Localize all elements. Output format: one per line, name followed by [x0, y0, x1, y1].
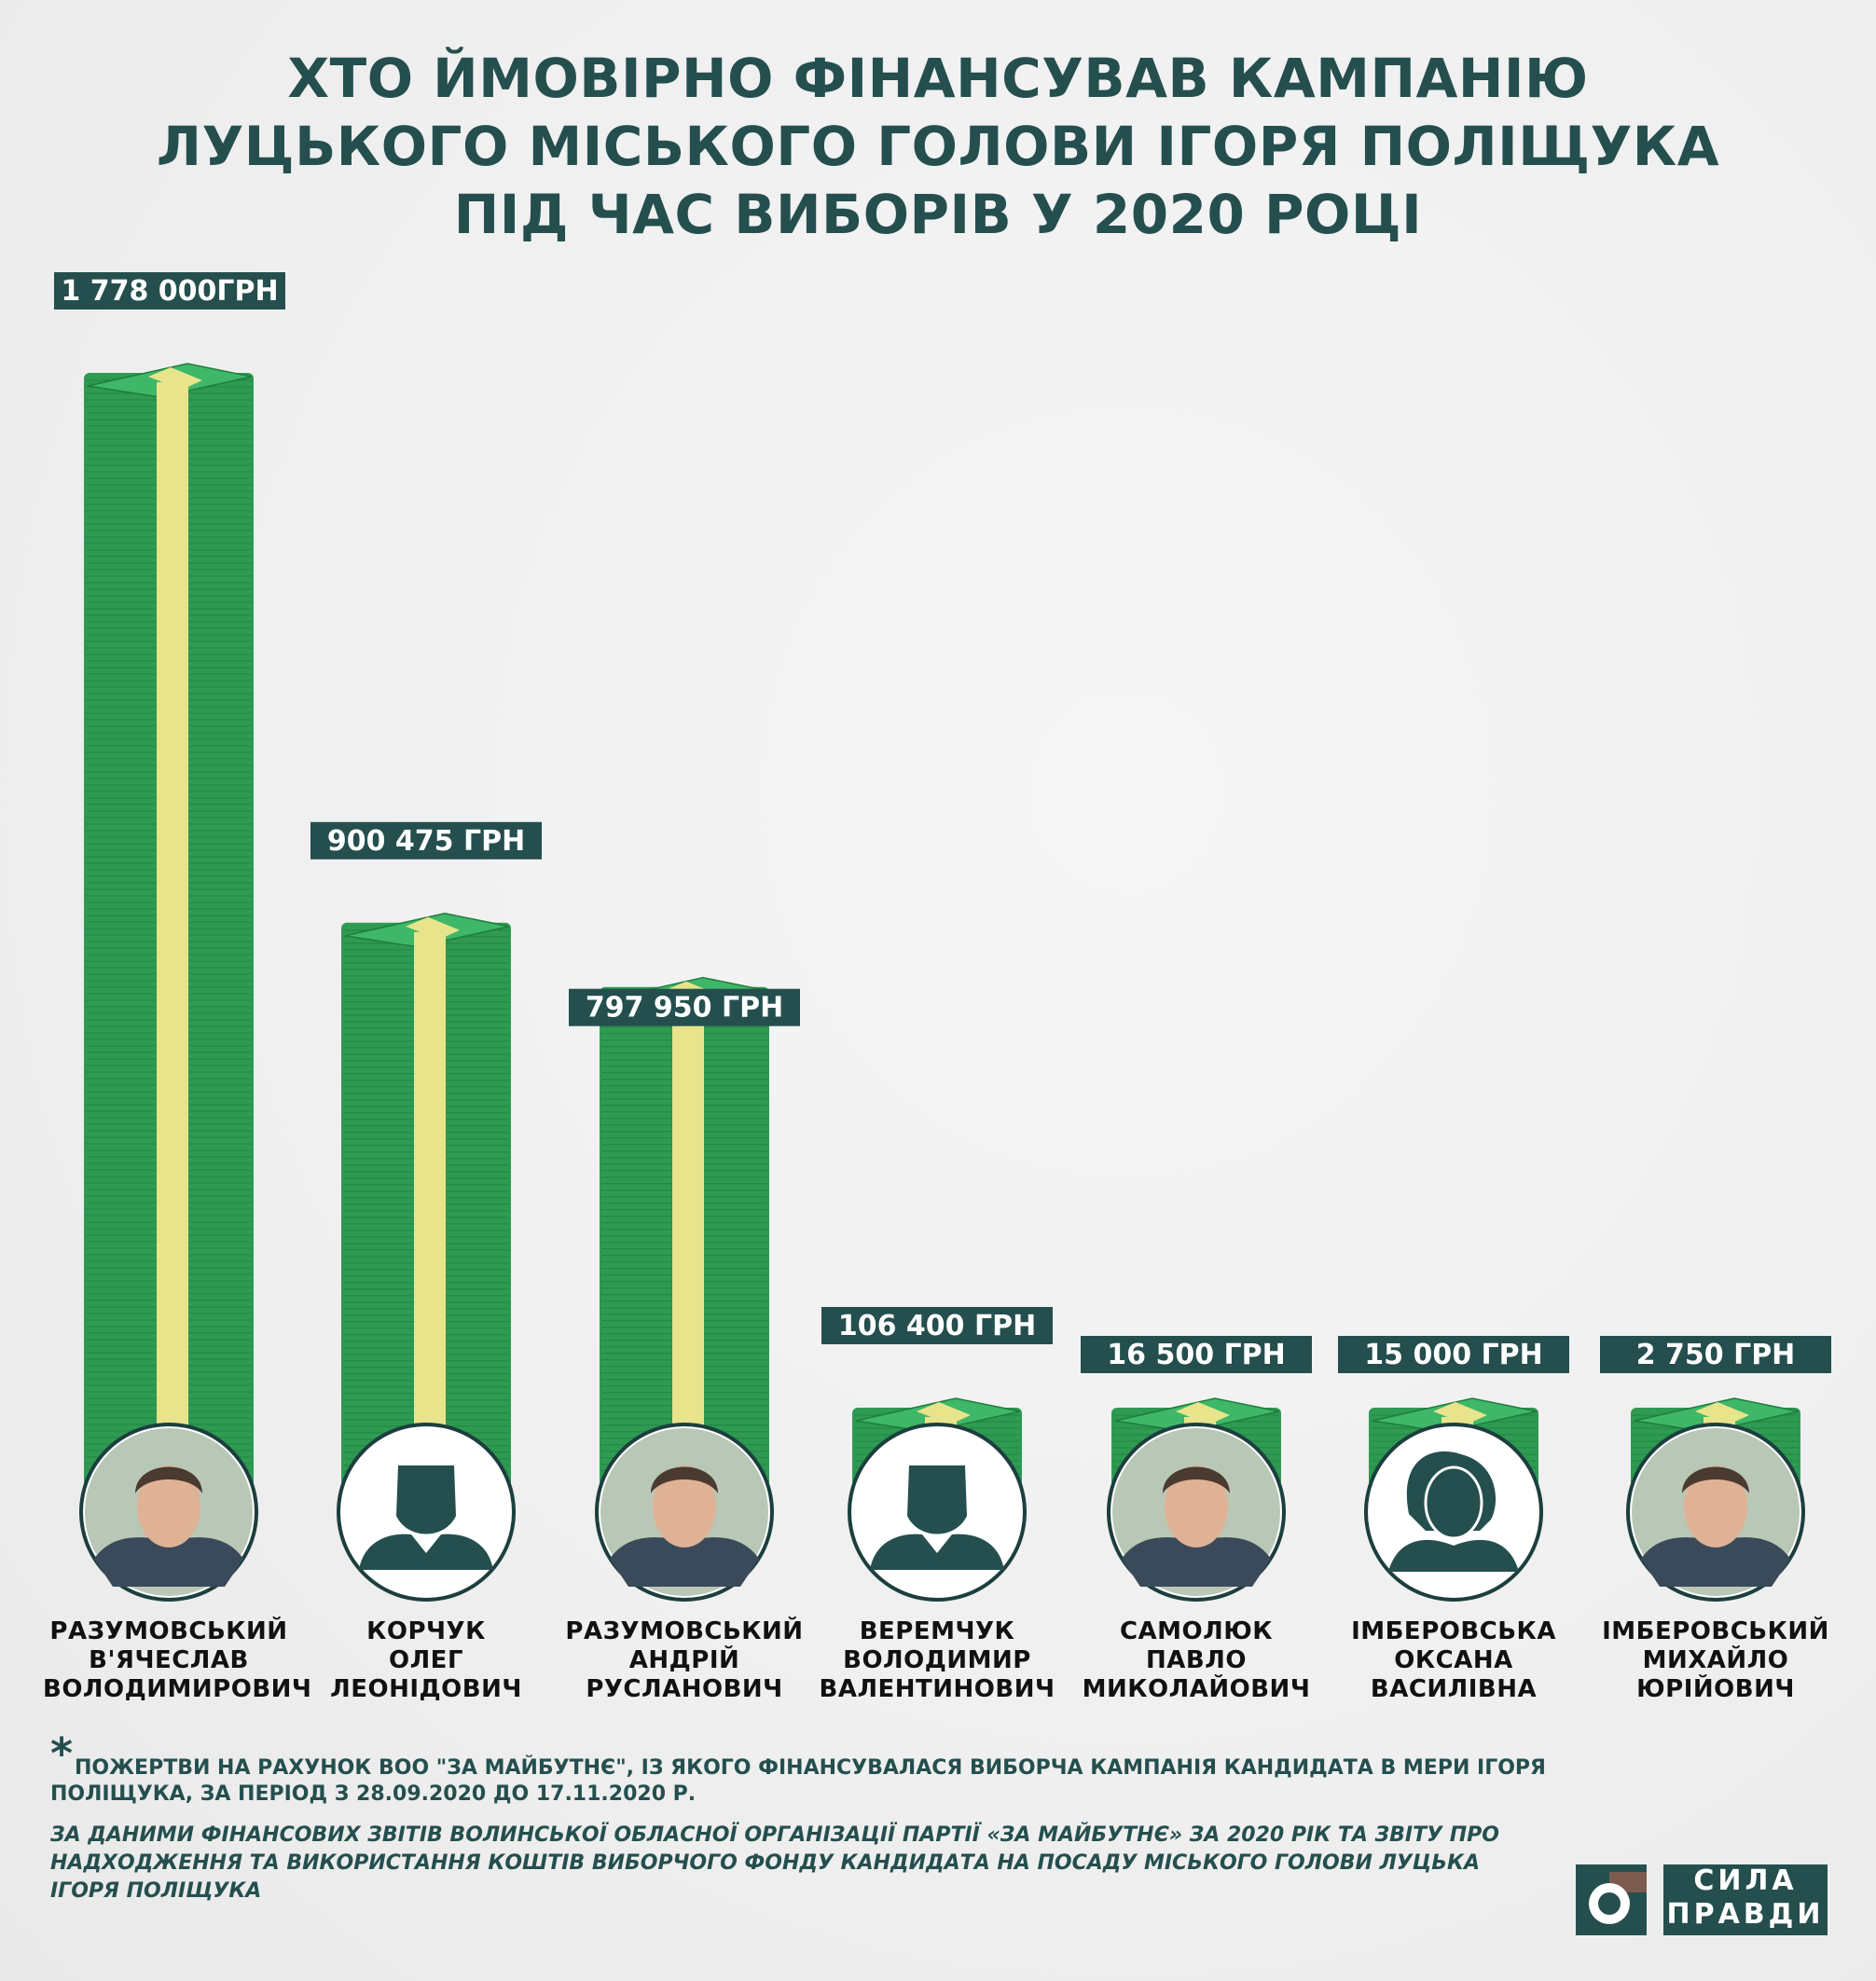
value-label-4: 106 400 ГРН	[821, 1307, 1053, 1344]
man-photo-icon	[600, 1428, 768, 1596]
value-label-7: 2 750 ГРН	[1600, 1336, 1831, 1373]
man-photo-icon	[1632, 1428, 1800, 1596]
donor-avatar-3	[595, 1423, 774, 1602]
source-line-3: ІГОРЯ ПОЛІЩУКА	[50, 1879, 262, 1903]
source-line-2: НАДХОДЖЕННЯ ТА ВИКОРИСТАННЯ КОШТІВ ВИБОР…	[50, 1851, 1480, 1875]
male-silhouette-icon	[359, 1465, 493, 1570]
donor-avatar-6	[1364, 1423, 1543, 1602]
value-label-2: 900 475 ГРН	[310, 821, 542, 860]
svg-text:1 778 000ГРН: 1 778 000ГРН	[61, 275, 278, 308]
logo-line-1: СИЛА	[1693, 1864, 1798, 1897]
logo-line-2: ПРАВДИ	[1666, 1898, 1825, 1931]
value-label-1: 1 778 000ГРН	[54, 272, 285, 310]
title-line-3: ПІД ЧАС ВИБОРІВ У 2020 РОЦІ	[453, 183, 1423, 246]
footnote-line-2: ПОЛІЩУКА, ЗА ПЕРІОД З 28.09.2020 ДО 17.1…	[50, 1782, 697, 1806]
man-photo-icon	[85, 1428, 253, 1596]
money-stack-1	[84, 363, 254, 1487]
donor-name-1: РАЗУМОВСЬКИЙ В'ЯЧЕСЛАВ ВОЛОДИМИРОВИЧ	[43, 1617, 312, 1703]
sila-pravdy-logo: СИЛА ПРАВДИ	[1576, 1864, 1828, 1935]
money-stack-3	[600, 976, 769, 1487]
donor-avatar-1	[79, 1423, 258, 1602]
value-label-3: 797 950 ГРН	[569, 988, 800, 1026]
svg-text:15 000 ГРН: 15 000 ГРН	[1364, 1339, 1542, 1371]
donor-name-3: РАЗУМОВСЬКИЙ АНДРІЙ РУСЛАНОВИЧ	[565, 1617, 804, 1703]
donor-avatar-2	[337, 1423, 516, 1602]
title-line-1: ХТО ЙМОВІРНО ФІНАНСУВАВ КАМПАНІЮ	[287, 47, 1589, 110]
value-label-6: 15 000 ГРН	[1338, 1336, 1569, 1373]
svg-text:106 400 ГРН: 106 400 ГРН	[838, 1310, 1036, 1342]
svg-text:2 750 ГРН: 2 750 ГРН	[1636, 1339, 1796, 1371]
svg-text:16 500 ГРН: 16 500 ГРН	[1107, 1339, 1285, 1371]
source-line-1: ЗА ДАНИМИ ФІНАНСОВИХ ЗВІТІВ ВОЛИНСЬКОЇ О…	[50, 1823, 1499, 1847]
donor-name-4: ВЕРЕМЧУК ВОЛОДИМИР ВАЛЕНТИНОВИЧ	[819, 1617, 1055, 1703]
footnote-line-1: ПОЖЕРТВИ НА РАХУНОК ВОО "ЗА МАЙБУТНЄ", І…	[75, 1756, 1546, 1780]
donor-name-7: ІМБЕРОВСЬКИЙ МИХАЙЛО ЮРІЙОВИЧ	[1602, 1617, 1829, 1703]
donor-name-2: КОРЧУК ОЛЕГ ЛЕОНІДОВИЧ	[330, 1617, 522, 1703]
male-silhouette-icon	[870, 1465, 1004, 1570]
donor-name-6: ІМБЕРОВСЬКА ОКСАНА ВАСИЛІВНА	[1351, 1617, 1556, 1703]
footnote-source: ЗА ДАНИМИ ФІНАНСОВИХ ЗВІТІВ ВОЛИНСЬКОЇ О…	[50, 1822, 1499, 1905]
donor-name-5: САМОЛЮК ПАВЛО МИКОЛАЙОВИЧ	[1082, 1617, 1311, 1703]
footnote-asterisk: *	[50, 1728, 74, 1779]
female-silhouette-icon	[1388, 1451, 1519, 1572]
donations-bar-chart: 1 778 000ГРН 900 475 ГРН 797 950 ГРН 106 40…	[54, 272, 1831, 1602]
donor-avatar-4	[848, 1423, 1027, 1602]
svg-text:900 475 ГРН: 900 475 ГРН	[327, 825, 525, 858]
chart-title: ХТО ЙМОВІРНО ФІНАНСУВАВ КАМПАНІЮ ЛУЦЬКОГ…	[0, 45, 1876, 249]
donor-avatar-5	[1107, 1423, 1286, 1602]
value-label-5: 16 500 ГРН	[1081, 1336, 1312, 1373]
svg-text:797 950 ГРН: 797 950 ГРН	[586, 992, 783, 1025]
man-photo-icon	[1112, 1428, 1280, 1596]
money-stack-2	[341, 913, 511, 1487]
donor-avatar-7	[1626, 1423, 1805, 1602]
sila-pravdy-logo-icon	[1576, 1864, 1647, 1935]
logo-wordmark: СИЛА ПРАВДИ	[1663, 1864, 1828, 1935]
title-line-2: ЛУЦЬКОГО МІСЬКОГО ГОЛОВИ ІГОРЯ ПОЛІЩУКА	[156, 115, 1720, 178]
